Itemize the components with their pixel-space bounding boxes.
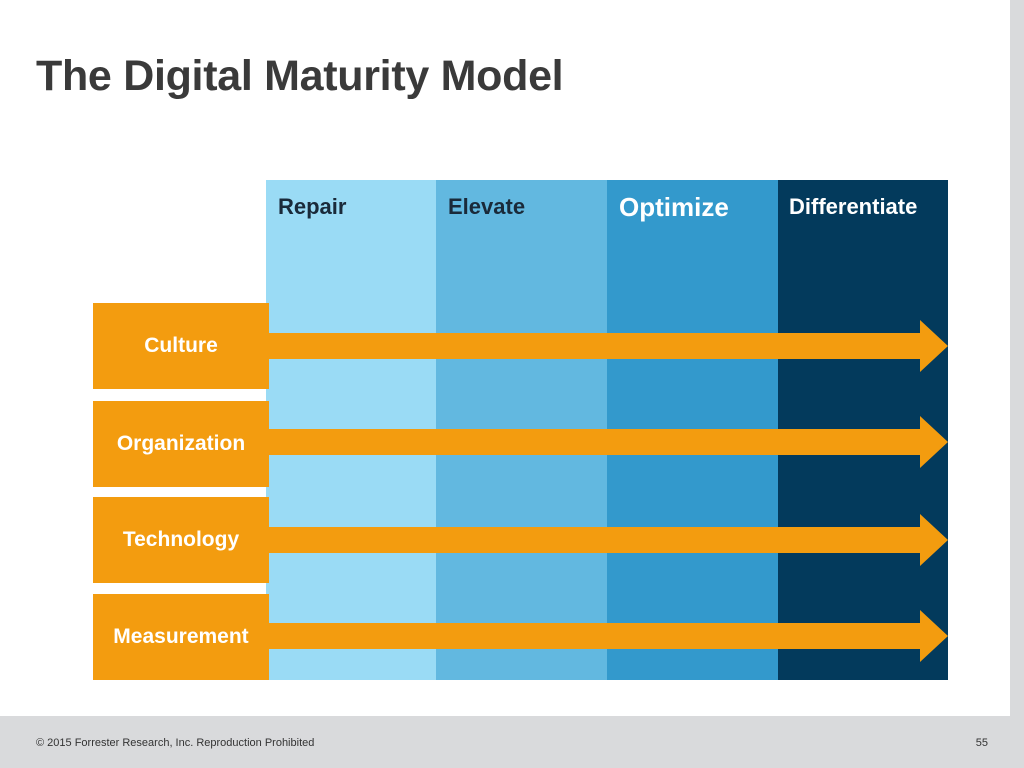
technology-arrow	[266, 514, 948, 566]
dimension-culture: Culture	[93, 303, 269, 389]
culture-arrow	[266, 320, 948, 372]
arrow-right-icon	[266, 610, 948, 662]
page-number: 55	[975, 737, 988, 749]
stage-label: Elevate	[448, 194, 526, 219]
arrow-right-icon	[266, 514, 948, 566]
stage-label: Differentiate	[789, 194, 918, 219]
dimension-technology: Technology	[93, 497, 269, 583]
measurement-arrow	[266, 610, 948, 662]
footer-copyright: © 2015 Forrester Research, Inc. Reproduc…	[36, 737, 315, 749]
arrow-right-icon	[266, 416, 948, 468]
dimension-measurement: Measurement	[93, 594, 269, 680]
organization-arrow	[266, 416, 948, 468]
stage-label: Repair	[278, 194, 347, 219]
slide: The Digital Maturity Model Repair Elevat…	[0, 0, 1010, 716]
stage-label: Optimize	[619, 192, 729, 222]
arrow-right-icon	[266, 320, 948, 372]
slide-title: The Digital Maturity Model	[36, 52, 564, 100]
dimension-organization: Organization	[93, 401, 269, 487]
